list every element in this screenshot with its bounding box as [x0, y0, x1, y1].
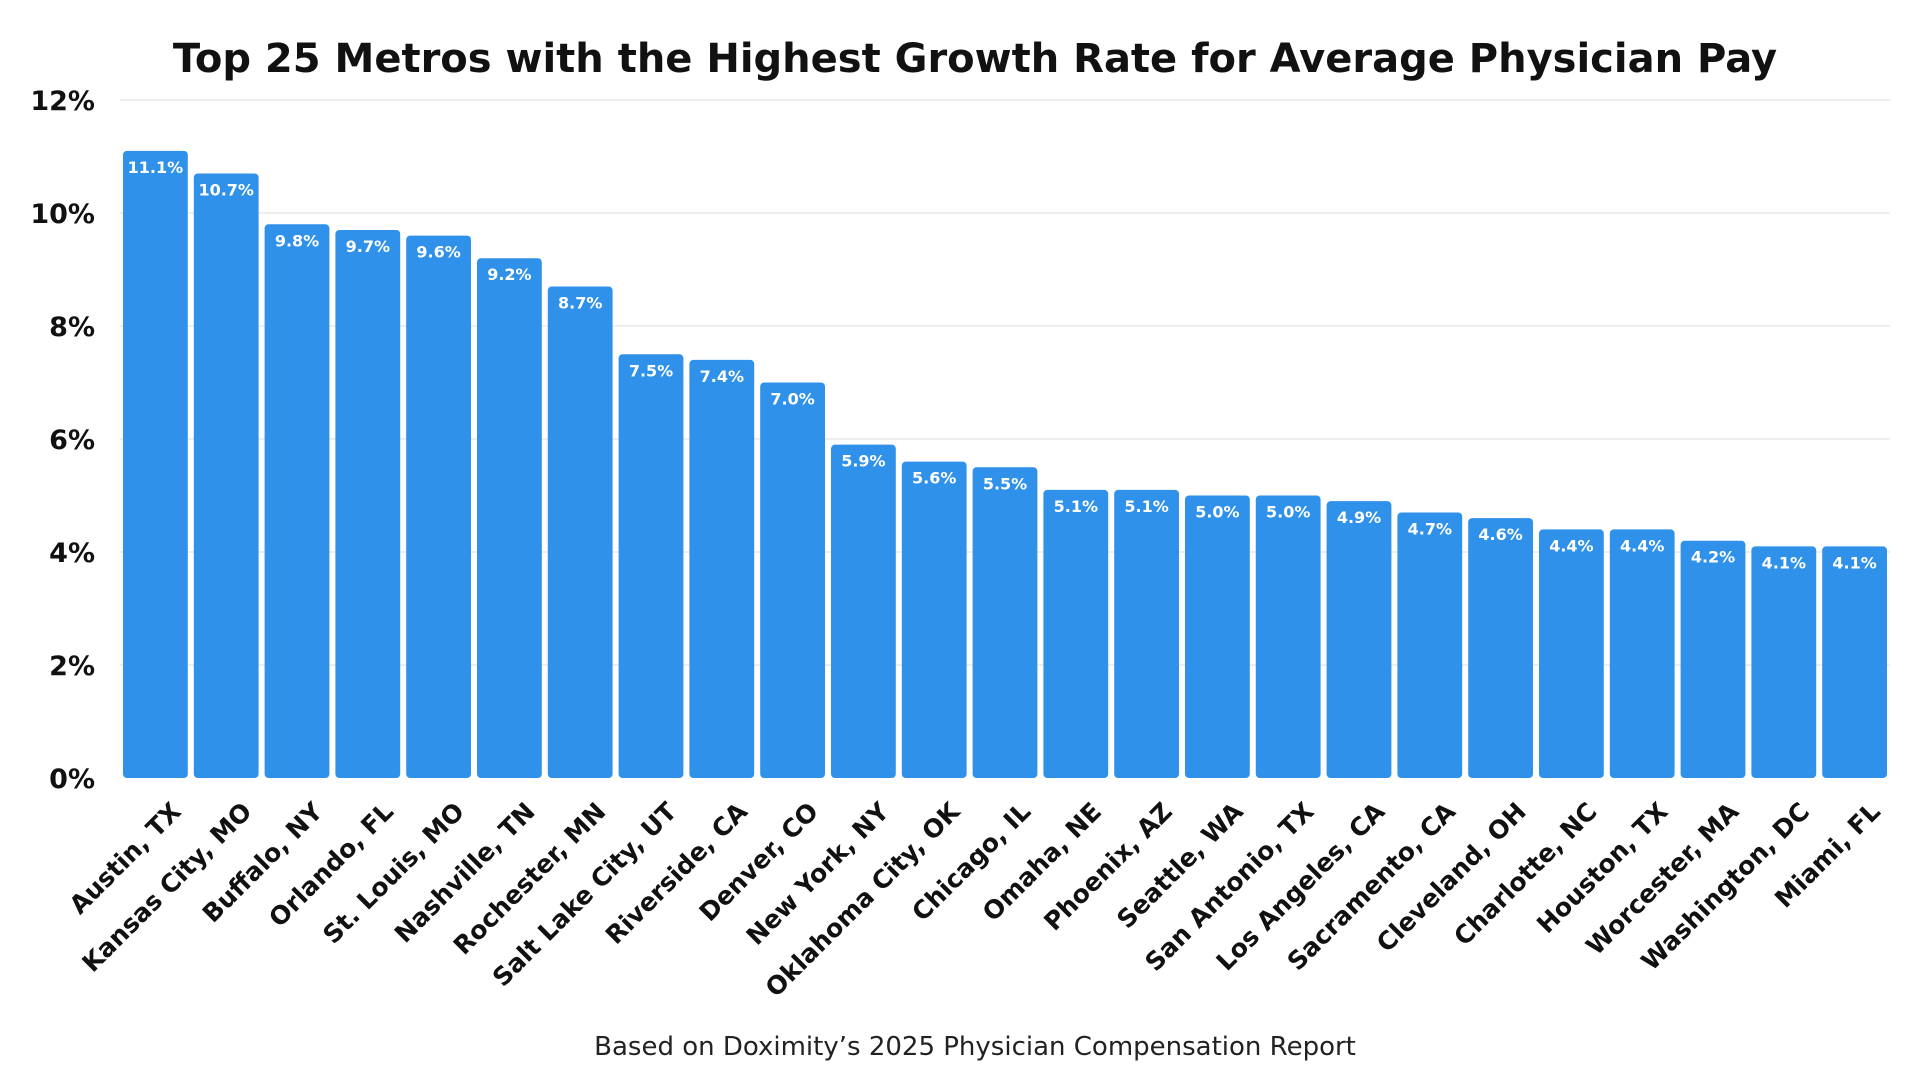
data-labels: 11.1% 10.7% 9.8% 9.7% 9.6% 9.2% 8.7% 7.5% 7.4% 7.… — [128, 158, 1877, 572]
bar — [1114, 489, 1179, 778]
bar — [1255, 495, 1321, 778]
chart-subtitle: Based on Doximity’s 2025 Physician Compe… — [594, 1032, 1356, 1062]
bar — [901, 461, 967, 778]
data-label: 9.8% — [275, 231, 319, 250]
data-label: 4.1% — [1832, 553, 1876, 572]
bar — [1539, 529, 1604, 778]
x-tick-label: Seattle, WA — [1111, 796, 1249, 934]
data-label: 4.4% — [1549, 536, 1593, 555]
bars — [123, 150, 1887, 779]
y-tick-label: 12% — [30, 86, 95, 117]
chart-title: Top 25 Metros with the Highest Growth Ra… — [173, 36, 1777, 82]
y-tick-label: 0% — [49, 764, 95, 795]
data-label: 4.2% — [1691, 548, 1735, 567]
y-tick-label: 4% — [49, 538, 95, 569]
bar — [1185, 495, 1250, 778]
bar — [1326, 501, 1392, 778]
y-tick-label: 8% — [49, 312, 95, 343]
bar — [123, 150, 188, 779]
data-label: 4.4% — [1620, 536, 1664, 555]
data-label: 5.6% — [912, 469, 956, 488]
bar — [1680, 540, 1746, 778]
data-label: 7.0% — [770, 390, 814, 409]
bar — [477, 258, 542, 778]
bar — [193, 173, 259, 778]
data-label: 5.5% — [983, 474, 1027, 493]
data-label: 10.7% — [198, 180, 254, 199]
data-label: 4.6% — [1478, 525, 1522, 544]
data-label: 9.2% — [487, 265, 531, 284]
x-tick-label: Orlando, FL — [263, 797, 399, 933]
bar — [972, 467, 1038, 778]
bar — [1468, 518, 1533, 778]
data-label: 7.4% — [700, 367, 744, 386]
bar — [335, 229, 401, 778]
bar — [831, 444, 896, 778]
bar — [689, 359, 755, 778]
data-label: 7.5% — [629, 361, 673, 380]
x-tick-label: Phoenix, AZ — [1038, 797, 1178, 937]
data-label: 4.1% — [1762, 553, 1806, 572]
data-label: 9.6% — [416, 243, 460, 262]
bar — [1822, 546, 1887, 778]
bar — [1397, 512, 1463, 778]
y-tick-label: 10% — [30, 199, 95, 230]
data-label: 8.7% — [558, 293, 602, 312]
data-label: 4.9% — [1337, 508, 1381, 527]
data-label: 11.1% — [128, 158, 184, 177]
data-label: 5.0% — [1195, 503, 1239, 522]
bar — [1751, 546, 1817, 778]
bar — [264, 224, 330, 779]
data-label: 5.9% — [841, 452, 885, 471]
bar — [618, 354, 684, 778]
data-label: 4.7% — [1408, 519, 1452, 538]
y-axis-tick-labels: 0% 2% 4% 6% 8% 10% 12% — [30, 86, 95, 795]
data-label: 5.0% — [1266, 503, 1310, 522]
bar — [1043, 489, 1109, 778]
data-label: 9.7% — [346, 237, 390, 256]
bar — [760, 382, 825, 778]
data-label: 5.1% — [1124, 497, 1168, 516]
bar — [1609, 529, 1675, 778]
y-tick-label: 2% — [49, 651, 95, 682]
data-label: 5.1% — [1054, 497, 1098, 516]
bar — [547, 286, 613, 778]
bar — [406, 235, 471, 779]
y-tick-label: 6% — [49, 425, 95, 456]
